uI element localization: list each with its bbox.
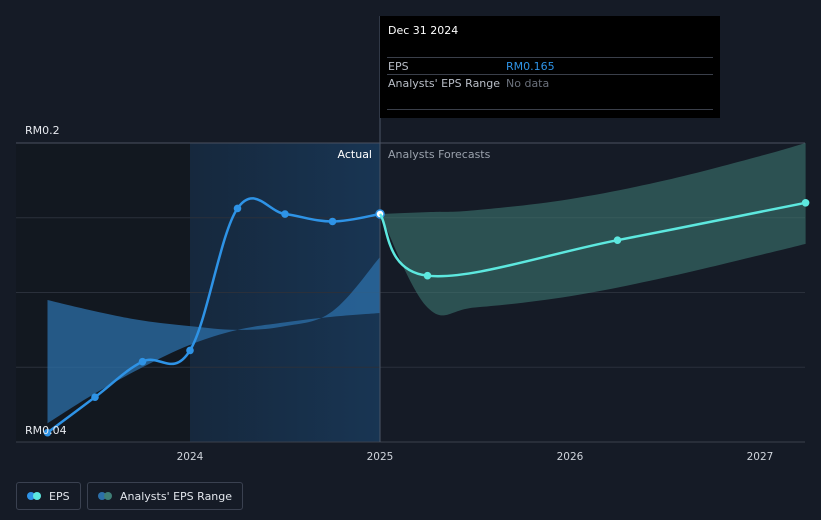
eps-line <box>46 197 381 434</box>
actual-label: Actual <box>338 148 372 161</box>
legend-eps-label: EPS <box>49 489 70 503</box>
legend-eps[interactable]: EPS <box>16 482 81 510</box>
eps-point <box>186 346 194 355</box>
tooltip-row-range: Analysts' EPS Range No data <box>380 74 720 92</box>
tooltip-row-eps: EPS RM0.165 <box>380 57 720 75</box>
eps-range-band <box>47 256 380 424</box>
x-tick-label: 2024 <box>177 451 204 463</box>
y-bottom-label: RM0.04 <box>25 424 67 437</box>
tooltip-date: Dec 31 2024 <box>388 24 459 37</box>
eps-point <box>91 393 99 401</box>
x-tick-label: 2025 <box>367 451 394 463</box>
eps-point <box>138 357 147 366</box>
x-tick-label: 2026 <box>557 451 584 463</box>
legend-eps-range[interactable]: Analysts' EPS Range <box>87 482 244 510</box>
eps-line <box>378 201 806 278</box>
forecast-label: Analysts Forecasts <box>388 148 491 161</box>
tooltip-eps-label: EPS <box>388 60 409 73</box>
legend-range-label: Analysts' EPS Range <box>120 489 233 503</box>
y-top-label: RM0.2 <box>25 124 60 137</box>
eps-point <box>328 217 337 226</box>
eps-point <box>281 210 289 218</box>
eps-point <box>233 204 242 213</box>
eps-point <box>423 271 432 280</box>
eps-point <box>613 236 622 244</box>
x-tick-label: 2027 <box>747 451 774 463</box>
eps-point <box>43 428 52 437</box>
eps-range-band <box>380 143 806 316</box>
tooltip-panel: Dec 31 2024 EPS RM0.165 Analysts' EPS Ra… <box>380 16 720 118</box>
tooltip-range-label: Analysts' EPS Range <box>388 77 501 90</box>
eps-point <box>801 199 810 207</box>
tooltip-eps-value: RM0.165 <box>506 60 555 73</box>
legend-range-swatch <box>98 492 112 500</box>
legend-eps-swatch <box>27 492 41 500</box>
tooltip-range-value: No data <box>506 77 550 90</box>
